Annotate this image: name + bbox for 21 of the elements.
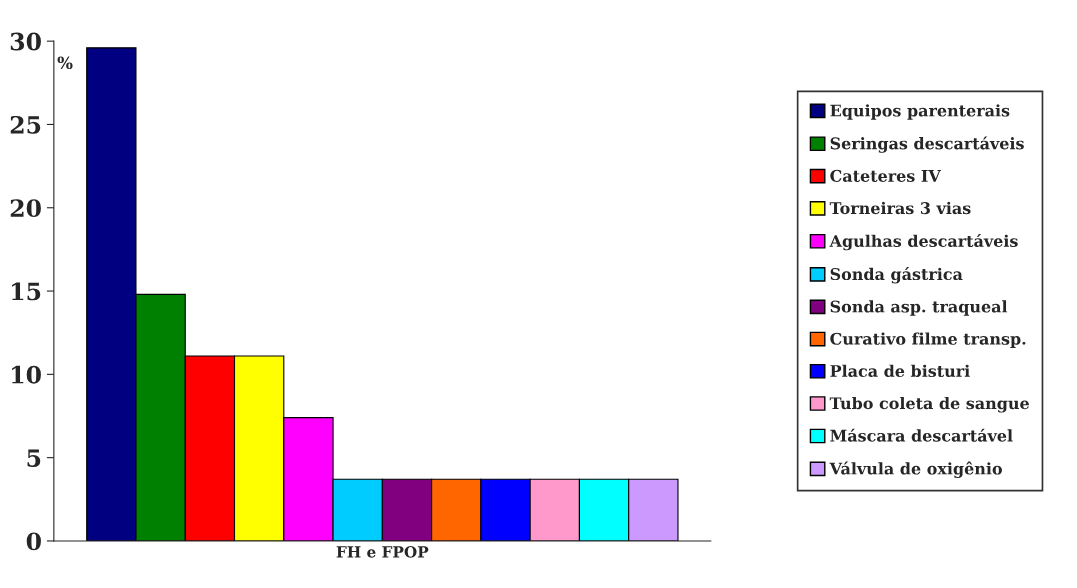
y-tick-label: 5 — [27, 449, 41, 467]
legend-label: Placa de bisturi — [830, 364, 970, 378]
y-tick-label: 25 — [10, 115, 41, 134]
legend-label: Válvula de oxigênio — [829, 461, 1002, 478]
legend-label: Cateteres IV — [830, 169, 941, 182]
legend-label: Torneiras 3 vias — [829, 201, 971, 215]
legend-label: Máscara descartável — [830, 428, 1013, 442]
legend-label: Tubo coleta de sangue — [829, 396, 1029, 413]
y-tick-label: 0 — [26, 532, 41, 551]
legend-label: Sonda gástrica — [830, 267, 963, 284]
y-tick-label: 10 — [12, 365, 41, 384]
annotation: % — [57, 56, 73, 70]
legend-label: Equipos parenterais — [830, 104, 1010, 120]
legend-label: Seringas descartáveis — [830, 136, 1024, 153]
legend-label: Agulhas descartáveis — [829, 234, 1018, 251]
y-tick-label: 30 — [10, 32, 41, 51]
x-tick-label: FH e FPOP — [336, 546, 429, 558]
legend-label: Curativo filme transp. — [830, 332, 1026, 348]
legend-label: Sonda asp. traqueal — [830, 300, 1008, 316]
y-tick-label: 15 — [12, 282, 41, 301]
y-tick-label: 20 — [10, 199, 41, 218]
